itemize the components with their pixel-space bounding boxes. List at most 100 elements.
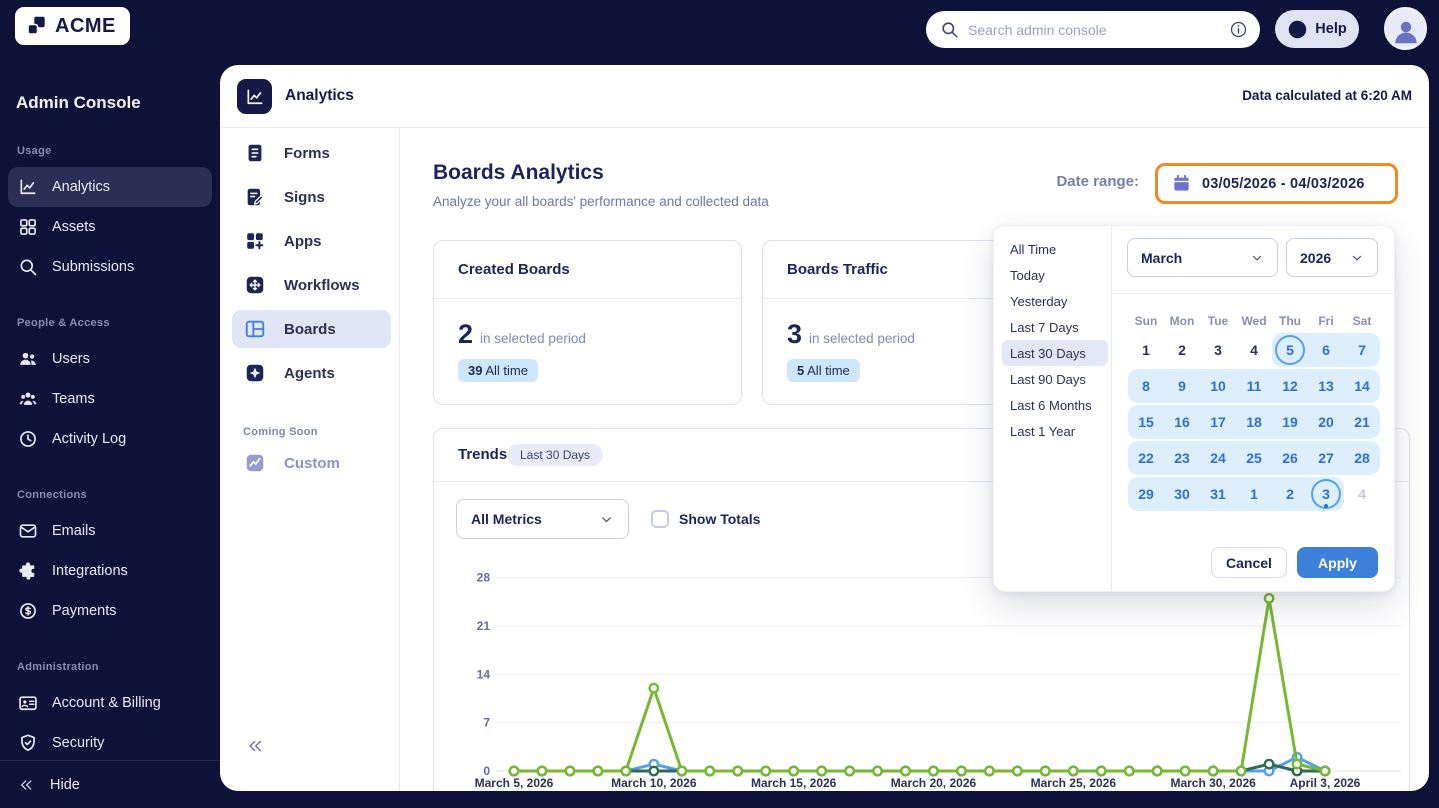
divider: [1111, 293, 1394, 294]
metrics-select[interactable]: All Metrics: [456, 499, 629, 539]
module-nav-item-agents[interactable]: Agents: [232, 354, 391, 392]
day-cell-26[interactable]: 26: [1272, 440, 1308, 476]
preset-last-30-days[interactable]: Last 30 Days: [1002, 340, 1108, 366]
day-number: 3: [1214, 342, 1222, 358]
day-cell-8[interactable]: 8: [1128, 368, 1164, 404]
sidebar-item-label: Emails: [52, 523, 96, 539]
sidebar-item-activity-log[interactable]: Activity Log: [8, 419, 212, 459]
show-totals-label: Show Totals: [679, 511, 761, 527]
day-cell-3[interactable]: 3: [1200, 332, 1236, 368]
data-point-metric-green: [536, 765, 548, 777]
date-presets-list: All Time Today Yesterday Last 7 Days Last 30…: [1002, 236, 1108, 444]
created-boards-card: Created Boards 2 in selected period 39 A…: [433, 240, 742, 405]
day-cell-20[interactable]: 20: [1308, 404, 1344, 440]
metrics-select-value: All Metrics: [471, 511, 542, 527]
sidebar-item-label: Submissions: [52, 259, 135, 275]
sidebar-item-account-billing[interactable]: Account & Billing: [8, 683, 212, 723]
module-nav-item-signs[interactable]: Signs: [232, 178, 391, 216]
day-number: 1: [1250, 486, 1258, 502]
day-cell-16[interactable]: 16: [1164, 404, 1200, 440]
day-cell-22[interactable]: 22: [1128, 440, 1164, 476]
search-input[interactable]: [968, 21, 1220, 38]
cancel-button[interactable]: Cancel: [1211, 547, 1287, 578]
collapse-nav-button[interactable]: [246, 737, 268, 759]
preset-yesterday[interactable]: Yesterday: [1010, 293, 1068, 309]
preset-last-6-months[interactable]: Last 6 Months: [1010, 397, 1092, 413]
day-cell-18[interactable]: 18: [1236, 404, 1272, 440]
day-cell-14[interactable]: 14: [1344, 368, 1380, 404]
day-number: 25: [1246, 450, 1262, 466]
sidebar-hide-button[interactable]: Hide: [0, 760, 220, 808]
info-icon[interactable]: [1229, 20, 1248, 39]
day-cell-13[interactable]: 13: [1308, 368, 1344, 404]
day-cell-15[interactable]: 15: [1128, 404, 1164, 440]
main-panel: Analytics Data calculated at 6:20 AM For…: [220, 65, 1429, 791]
preset-last-7-days[interactable]: Last 7 Days: [1010, 319, 1079, 335]
clock-icon: [20, 431, 36, 447]
day-cell-5[interactable]: 5: [1272, 332, 1308, 368]
day-cell-23[interactable]: 23: [1164, 440, 1200, 476]
month-select[interactable]: March: [1127, 238, 1278, 277]
day-cell-2[interactable]: 2: [1272, 476, 1308, 512]
sidebar-item-assets[interactable]: Assets: [8, 207, 212, 247]
day-cell-3[interactable]: 3: [1308, 476, 1344, 512]
day-cell-10[interactable]: 10: [1200, 368, 1236, 404]
show-totals-checkbox[interactable]: [651, 510, 669, 528]
day-cell-31[interactable]: 31: [1200, 476, 1236, 512]
day-cell-6[interactable]: 6: [1308, 332, 1344, 368]
help-button[interactable]: ? Help: [1275, 10, 1359, 48]
preset-last-90-days[interactable]: Last 90 Days: [1010, 371, 1086, 387]
double-chevron-left-icon: [249, 740, 261, 752]
user-avatar[interactable]: [1384, 7, 1427, 50]
preset-today[interactable]: Today: [1010, 267, 1045, 283]
sidebar-item-teams[interactable]: Teams: [8, 379, 212, 419]
apply-button[interactable]: Apply: [1297, 547, 1378, 578]
module-nav-item-workflows[interactable]: Workflows: [232, 266, 391, 304]
module-nav-item-apps[interactable]: Apps: [232, 222, 391, 260]
day-cell-30[interactable]: 30: [1164, 476, 1200, 512]
data-point-metric-green: [592, 765, 604, 777]
custom-icon-box: [242, 450, 268, 476]
day-cell-29[interactable]: 29: [1128, 476, 1164, 512]
sidebar-item-users[interactable]: Users: [8, 339, 212, 379]
sidebar-item-security[interactable]: Security: [8, 723, 212, 763]
day-cell-7[interactable]: 7: [1344, 332, 1380, 368]
module-nav-item-boards[interactable]: Boards: [232, 310, 391, 348]
module-nav-item-forms[interactable]: Forms: [232, 134, 391, 172]
users-icon: [20, 352, 36, 365]
sidebar-item-analytics[interactable]: Analytics: [8, 167, 212, 207]
day-cell-1[interactable]: 1: [1128, 332, 1164, 368]
module-nav-item-custom[interactable]: Custom: [232, 444, 391, 482]
day-cell-17[interactable]: 17: [1200, 404, 1236, 440]
day-cell-2[interactable]: 2: [1164, 332, 1200, 368]
sidebar-item-payments[interactable]: Payments: [8, 591, 212, 631]
day-number: 6: [1322, 342, 1330, 358]
preset-last-1-year[interactable]: Last 1 Year: [1010, 423, 1076, 439]
board-icon: [245, 320, 265, 338]
day-cell-28[interactable]: 28: [1344, 440, 1380, 476]
admin-search[interactable]: [926, 11, 1260, 48]
day-cell-1[interactable]: 1: [1236, 476, 1272, 512]
sidebar-item-emails[interactable]: Emails: [8, 511, 212, 551]
date-range-input[interactable]: 03/05/2026 - 04/03/2026: [1155, 163, 1398, 204]
year-select[interactable]: 2026: [1286, 238, 1378, 277]
divider: [1111, 226, 1112, 591]
day-cell-12[interactable]: 12: [1272, 368, 1308, 404]
day-cell-27[interactable]: 27: [1308, 440, 1344, 476]
sidebar-item-integrations[interactable]: Integrations: [8, 551, 212, 591]
module-nav-label: Custom: [284, 454, 340, 472]
custom-icon: [246, 454, 264, 472]
year-select-value: 2026: [1300, 249, 1332, 266]
sidebar-item-label: Users: [52, 351, 90, 367]
day-cell-25[interactable]: 25: [1236, 440, 1272, 476]
sidebar-item-submissions[interactable]: Submissions: [8, 247, 212, 287]
day-cell-9[interactable]: 9: [1164, 368, 1200, 404]
day-cell-19[interactable]: 19: [1272, 404, 1308, 440]
day-cell-21[interactable]: 21: [1344, 404, 1380, 440]
day-cell-4[interactable]: 4: [1236, 332, 1272, 368]
day-cell-24[interactable]: 24: [1200, 440, 1236, 476]
acme-logo[interactable]: ACME: [15, 7, 130, 45]
day-cell-11[interactable]: 11: [1236, 368, 1272, 404]
preset-all-time[interactable]: All Time: [1010, 241, 1057, 257]
